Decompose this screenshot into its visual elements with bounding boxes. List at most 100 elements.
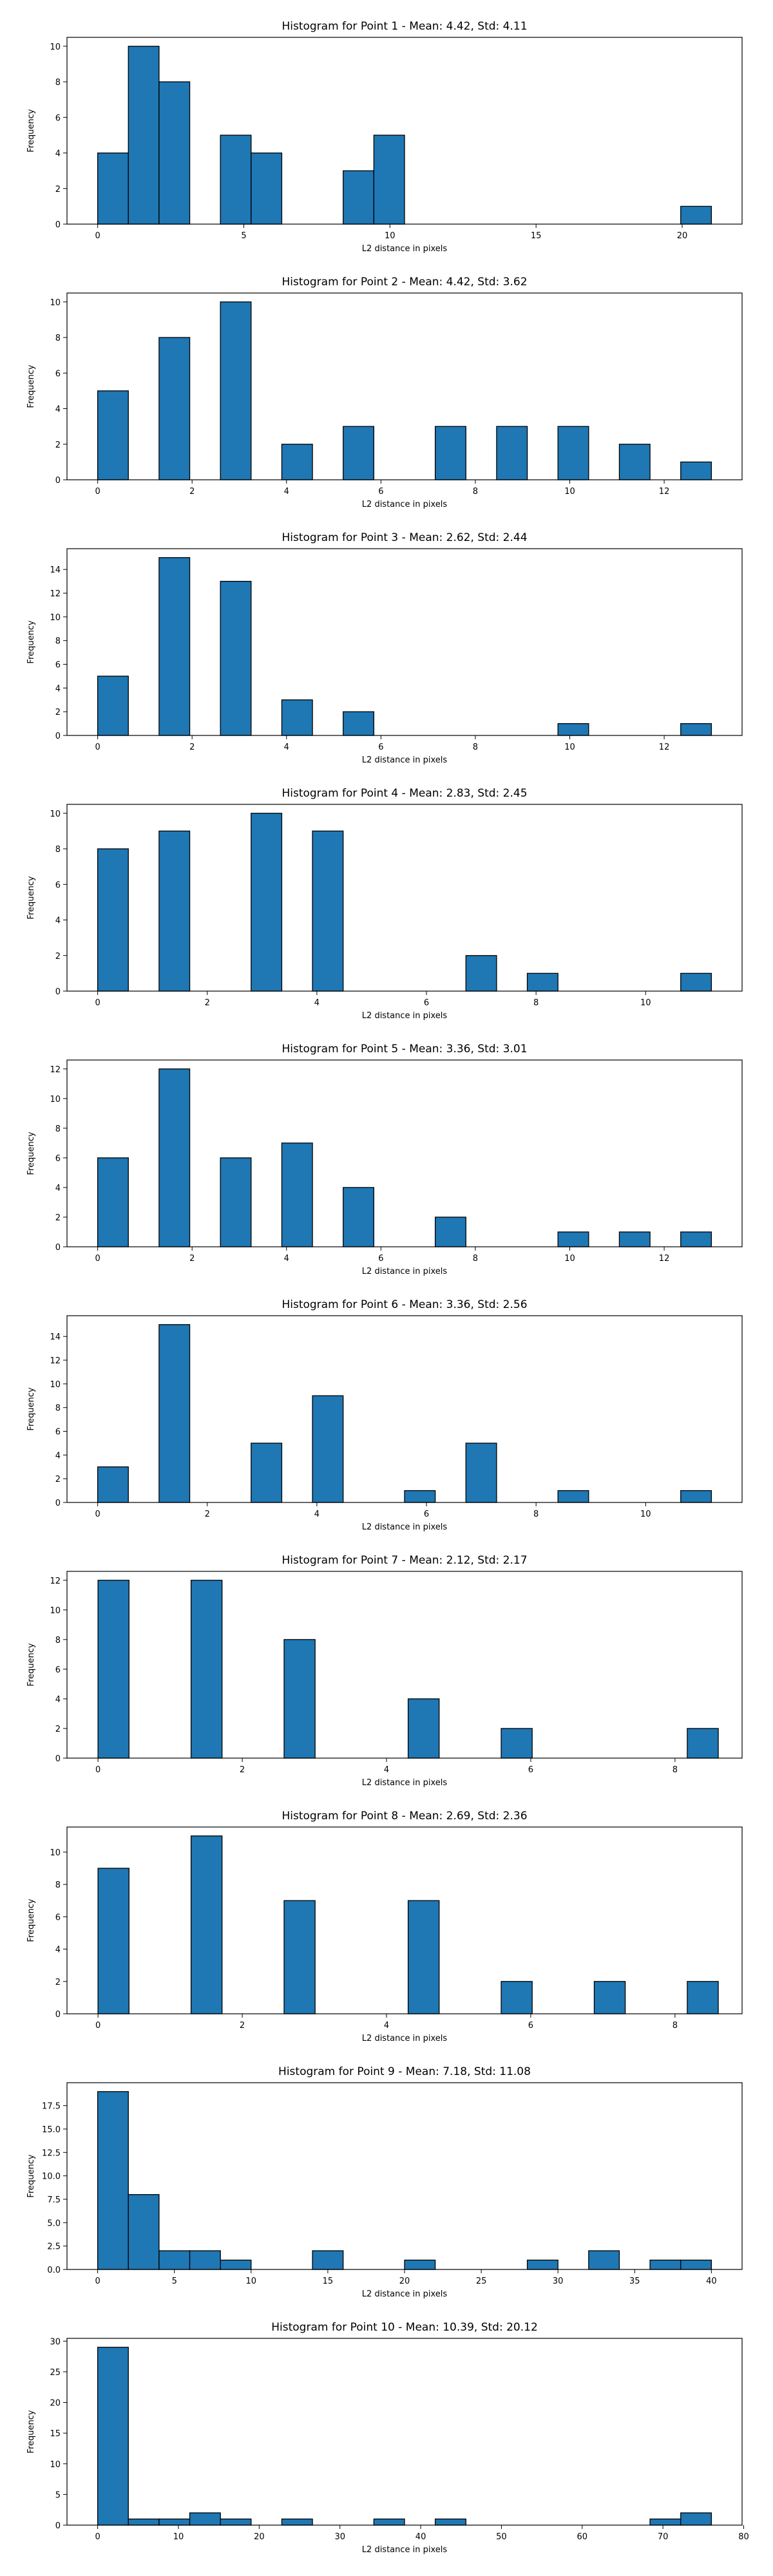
histogram-bar — [496, 426, 528, 480]
histogram-bar — [251, 813, 283, 992]
x-tick-label: 60 — [577, 2532, 588, 2542]
histogram-bar — [557, 426, 589, 480]
y-tick-label: 6 — [55, 880, 61, 890]
x-axis-label: L2 distance in pixels — [362, 1778, 448, 1788]
histogram-bar — [281, 699, 313, 736]
histogram-bar — [312, 2250, 344, 2270]
y-tick-label: 17.5 — [42, 2102, 61, 2112]
histogram-bar — [158, 337, 191, 480]
plot-frame — [66, 292, 743, 480]
x-tick-label: 4 — [314, 998, 320, 1008]
y-tick-label: 0 — [55, 1499, 61, 1508]
x-tick-label: 8 — [533, 998, 539, 1008]
histogram-bar — [343, 711, 375, 736]
x-tick-label: 10 — [246, 2277, 257, 2286]
x-tick-label: 0 — [95, 2277, 100, 2286]
y-tick-label: 12 — [50, 1577, 61, 1586]
histogram-panel-6: Histogram for Point 6 - Mean: 3.36, Std:… — [26, 1298, 743, 1532]
histogram-bar — [557, 1490, 589, 1503]
plot-frame — [66, 1571, 743, 1759]
histogram-bar — [158, 1068, 191, 1247]
histogram-bar — [128, 2518, 160, 2526]
histogram-bar — [283, 1639, 316, 1759]
histogram-bar — [220, 2259, 252, 2270]
histogram-panel-10: Histogram for Point 10 - Mean: 10.39, St… — [26, 2321, 749, 2555]
histogram-bar — [158, 2518, 191, 2526]
histogram-bar — [343, 1187, 375, 1247]
histogram-bar — [557, 723, 589, 736]
y-tick-label: 4 — [55, 1946, 61, 1955]
y-tick-label: 12 — [50, 589, 61, 599]
histogram-bar — [526, 2259, 558, 2270]
histogram-bar — [251, 1443, 283, 1503]
x-tick-label: 0 — [95, 743, 100, 752]
x-tick-label: 5 — [241, 231, 246, 241]
chart-title: Histogram for Point 10 - Mean: 10.39, St… — [271, 2321, 538, 2334]
x-axis-label: L2 distance in pixels — [362, 2289, 448, 2299]
y-tick-label: 6 — [55, 1913, 61, 1922]
histogram-bar — [190, 1835, 223, 2014]
histogram-bar — [680, 205, 712, 225]
histogram-bar — [680, 1490, 712, 1503]
histogram-bar — [97, 848, 129, 992]
histogram-bar — [680, 972, 712, 992]
x-tick-label: 5 — [172, 2277, 177, 2286]
x-axis-label: L2 distance in pixels — [362, 500, 448, 509]
histogram-bar — [97, 152, 129, 225]
x-tick-label: 0 — [95, 998, 100, 1008]
y-tick-label: 8 — [55, 1124, 61, 1134]
x-tick-label: 2 — [240, 1765, 245, 1775]
histogram-bar — [189, 2250, 221, 2270]
y-tick-label: 4 — [55, 1184, 61, 1193]
plot-frame — [66, 548, 743, 736]
histogram-bar — [501, 1981, 533, 2014]
histogram-bar — [434, 2518, 466, 2526]
plot-frame — [66, 804, 743, 992]
histogram-bar — [588, 2250, 620, 2270]
x-tick-label: 6 — [528, 2021, 533, 2031]
y-tick-label: 15 — [50, 2429, 61, 2439]
y-tick-label: 4 — [55, 1451, 61, 1461]
x-tick-label: 80 — [738, 2532, 749, 2542]
x-tick-label: 20 — [254, 2532, 265, 2542]
plot-frame — [66, 2082, 743, 2270]
x-tick-label: 35 — [629, 2277, 640, 2286]
y-tick-label: 10.0 — [42, 2172, 61, 2182]
histogram-bar — [465, 1443, 497, 1503]
histogram-panel-9: Histogram for Point 9 - Mean: 7.18, Std:… — [26, 2065, 743, 2299]
y-tick-label: 7.5 — [47, 2195, 61, 2205]
y-tick-label: 10 — [50, 1380, 61, 1390]
x-tick-label: 0 — [95, 1510, 100, 1519]
y-tick-label: 0 — [55, 1243, 61, 1253]
x-tick-label: 6 — [528, 1765, 533, 1775]
histogram-bar — [501, 1728, 533, 1759]
histogram-bar — [373, 135, 405, 225]
y-tick-label: 2 — [55, 185, 61, 194]
histogram-bar — [649, 2518, 682, 2526]
y-tick-label: 4 — [55, 1695, 61, 1705]
x-axis-label: L2 distance in pixels — [362, 2545, 448, 2555]
y-tick-label: 0 — [55, 2010, 61, 2020]
y-axis-label: Frequency — [26, 1387, 36, 1430]
y-tick-label: 14 — [50, 565, 61, 575]
histogram-bar — [220, 2518, 252, 2526]
histogram-panel-7: Histogram for Point 7 - Mean: 2.12, Std:… — [26, 1554, 743, 1788]
histogram-panel-3: Histogram for Point 3 - Mean: 2.62, Std:… — [26, 531, 743, 765]
x-tick-label: 4 — [314, 1510, 320, 1519]
x-tick-label: 40 — [415, 2532, 426, 2542]
x-tick-label: 6 — [378, 1254, 383, 1264]
x-tick-label: 0 — [95, 2021, 100, 2031]
x-tick-label: 15 — [323, 2277, 334, 2286]
histogram-bar — [281, 2518, 313, 2526]
x-axis-label: L2 distance in pixels — [362, 1267, 448, 1276]
chart-title: Histogram for Point 7 - Mean: 2.12, Std:… — [282, 1554, 527, 1567]
histogram-bar — [434, 426, 466, 480]
histogram-bar — [680, 1231, 712, 1247]
y-axis-label: Frequency — [26, 365, 36, 408]
histogram-bar — [557, 1231, 589, 1247]
x-tick-label: 12 — [659, 1254, 670, 1264]
y-tick-label: 4 — [55, 916, 61, 926]
y-tick-label: 8 — [55, 1880, 61, 1890]
histogram-bar — [128, 46, 160, 225]
y-tick-label: 6 — [55, 113, 61, 123]
